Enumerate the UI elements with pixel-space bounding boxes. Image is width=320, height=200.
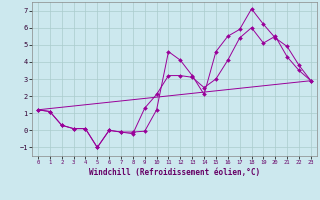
- X-axis label: Windchill (Refroidissement éolien,°C): Windchill (Refroidissement éolien,°C): [89, 168, 260, 177]
